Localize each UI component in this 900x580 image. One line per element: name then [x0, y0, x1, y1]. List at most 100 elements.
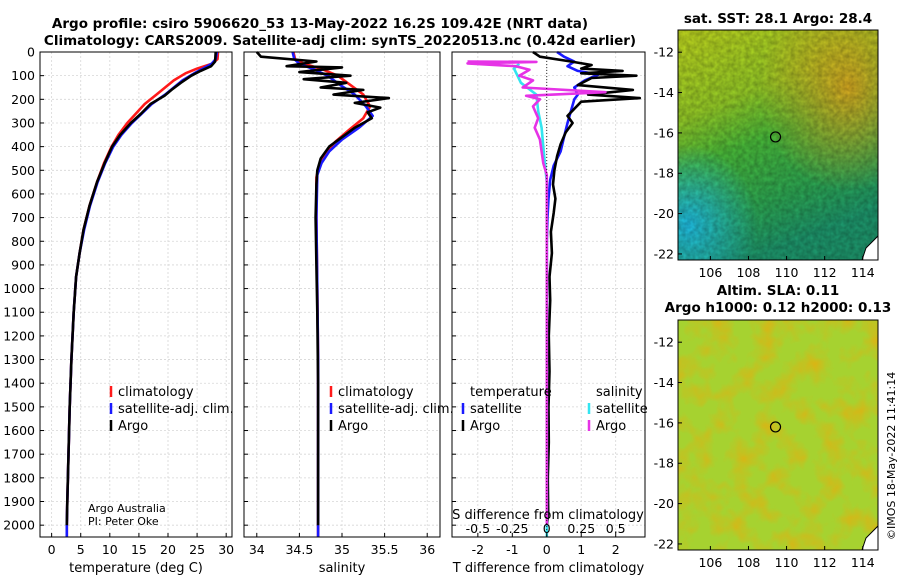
series-s-argo	[466, 60, 607, 526]
x-tick-label: 34	[249, 542, 265, 557]
map-y-tick-label: -22	[654, 536, 674, 551]
x-tick-label: 36	[419, 542, 435, 557]
credit-text: ©IMOS 18-May-2022 11:41:14	[885, 372, 898, 540]
x-tick-label: 5	[77, 542, 85, 557]
x-tick-label: 15	[131, 542, 147, 557]
y-tick-label: 1500	[3, 399, 35, 414]
y-tick-label: 0	[27, 45, 35, 60]
title-line-2: Climatology: CARS2009. Satellite-adj cli…	[44, 33, 636, 49]
y-tick-label: 1700	[3, 447, 35, 462]
y-tick-label: 1600	[3, 423, 35, 438]
legend-salinity-title: salinity	[596, 385, 643, 400]
y-tick-label: 800	[11, 234, 35, 249]
x-tick-label: 0	[48, 542, 56, 557]
series-climatology	[65, 51, 220, 537]
x-tick-label: 10	[102, 542, 118, 557]
temperature-xlabel: temperature (deg C)	[69, 561, 203, 576]
sst-coastline	[861, 235, 878, 260]
x-tick-label: 30	[218, 542, 234, 557]
x-tick-label: -2	[472, 542, 484, 557]
s-diff-tick-label: -0.25	[496, 521, 528, 536]
legend-ds-satellite-label: satellite	[596, 402, 648, 417]
x-tick-label: 0	[543, 542, 551, 557]
s-diff-tick-label: 0.5	[606, 521, 626, 536]
map-y-tick-label: -20	[654, 496, 674, 511]
y-tick-label: 1100	[3, 305, 35, 320]
map-y-tick-label: -14	[654, 85, 674, 100]
title-line-1: Argo profile: csiro 5906620_53 13-May-20…	[52, 16, 588, 32]
difference-legend: temperature satellite Argo salinity sate…	[461, 385, 648, 434]
salinity-panel: 34 34.5 35 35.5 36 salinity	[243, 51, 441, 576]
map-x-tick-label: 110	[775, 265, 799, 280]
sst-map-title: sat. SST: 28.1 Argo: 28.4	[684, 11, 872, 27]
y-tick-label: 900	[11, 257, 35, 272]
map-y-tick-label: -12	[654, 335, 674, 350]
temperature-legend: climatology satellite-adj. clim. Argo	[109, 385, 234, 434]
difference-panel: -2 -1 0 1 2 T difference from climatology	[451, 50, 646, 576]
y-tick-label: 2000	[3, 518, 35, 533]
y-tick-label: 1000	[3, 281, 35, 296]
map-x-tick-label: 106	[698, 265, 722, 280]
temperature-panel: 0 5 10 15 20 25 300100200300400500600700800900…	[3, 45, 234, 577]
y-tick-label: 1200	[3, 328, 35, 343]
map-x-tick-label: 106	[698, 555, 722, 570]
map-y-tick-label: -16	[654, 125, 674, 140]
sla-map-frame	[677, 319, 879, 551]
y-tick-label: 1300	[3, 352, 35, 367]
legend-climatology-label: climatology	[118, 385, 194, 400]
map-y-tick-label: -12	[654, 45, 674, 60]
y-tick-label: 1400	[3, 376, 35, 391]
map-x-tick-label: 112	[813, 265, 837, 280]
sst-texture	[678, 30, 878, 260]
footer-institution: Argo Australia	[88, 502, 166, 515]
salinity-xlabel: salinity	[319, 561, 366, 576]
y-tick-label: 1900	[3, 494, 35, 509]
sla-map-title-line-1: Altim. SLA: 0.11	[717, 283, 839, 299]
series-argo	[255, 51, 391, 526]
y-tick-label: 300	[11, 115, 35, 130]
x-tick-label: -1	[506, 542, 518, 557]
map-x-tick-label: 114	[851, 555, 875, 570]
map-x-tick-label: 108	[737, 265, 761, 280]
y-tick-label: 100	[11, 68, 35, 83]
salinity-legend: climatology satellite-adj. clim. Argo	[329, 385, 454, 434]
temperature-frame	[39, 51, 233, 538]
y-tick-label: 700	[11, 210, 35, 225]
map-y-tick-label: -18	[654, 166, 674, 181]
legend-temperature-title: temperature	[470, 385, 552, 400]
x-tick-label: 35	[334, 542, 350, 557]
x-tick-label: 2	[612, 542, 620, 557]
difference-frame	[451, 51, 646, 538]
legend-satellite-label: satellite-adj. clim.	[118, 402, 234, 417]
sla-map: Altim. SLA: 0.11 Argo h1000: 0.12 h2000:…	[654, 283, 892, 570]
map-x-tick-label: 108	[737, 555, 761, 570]
y-tick-label: 400	[11, 139, 35, 154]
x-tick-label: 1	[577, 542, 585, 557]
s-diff-tick-label: 0.25	[567, 521, 595, 536]
sst-profile-marker	[769, 131, 782, 143]
y-tick-label: 500	[11, 163, 35, 178]
legend-sal-satellite-label: satellite-adj. clim.	[338, 402, 454, 417]
legend-ds-argo-label: Argo	[596, 419, 626, 434]
map-x-tick-label: 114	[851, 265, 875, 280]
map-y-tick-label: -20	[654, 206, 674, 221]
sla-map-title-line-2: Argo h1000: 0.12 h2000: 0.13	[665, 300, 892, 316]
s-diff-tick-label: 0	[543, 521, 551, 536]
series-s-satellite	[512, 62, 549, 537]
map-y-tick-label: -14	[654, 375, 674, 390]
y-tick-label: 600	[11, 186, 35, 201]
s-difference-axis-title: S difference from climatology	[452, 508, 644, 523]
s-diff-tick-label: -0.5	[466, 521, 490, 536]
series-t-argo	[532, 50, 642, 526]
y-tick-label: 1800	[3, 470, 35, 485]
series-argo	[65, 51, 217, 526]
legend-dt-argo-label: Argo	[470, 419, 500, 434]
legend-argo-label: Argo	[118, 419, 148, 434]
sst-map: sat. SST: 28.1 Argo: 28.4 106 108 110 112 11…	[654, 11, 879, 280]
x-tick-label: 20	[160, 542, 176, 557]
sla-profile-marker	[769, 421, 782, 433]
legend-dt-satellite-label: satellite	[470, 402, 522, 417]
legend-sal-argo-label: Argo	[338, 419, 368, 434]
footer-pi: PI: Peter Oke	[88, 515, 159, 528]
